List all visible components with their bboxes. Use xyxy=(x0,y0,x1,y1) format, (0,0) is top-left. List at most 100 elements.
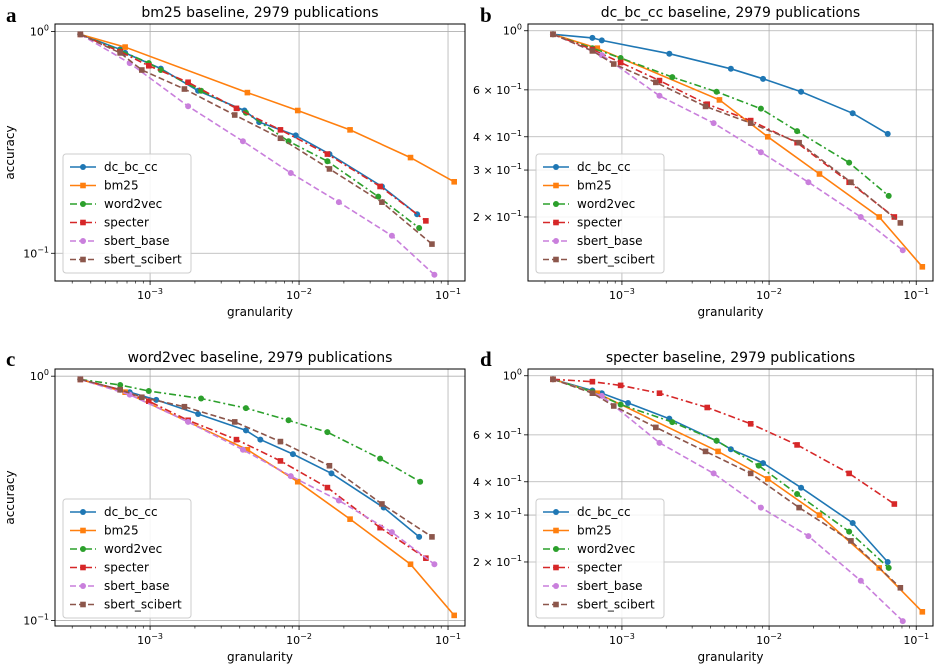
data-point-sbert-base xyxy=(598,52,605,59)
data-point-bm25 xyxy=(594,45,601,51)
panel-title: bm25 baseline, 2979 publications xyxy=(141,5,378,21)
data-point-bm25 xyxy=(294,478,301,485)
legend-label: sbert_base xyxy=(577,579,643,593)
data-point-sbert-scibert xyxy=(117,386,123,393)
data-point-sbert-scibert xyxy=(610,61,617,67)
legend-label: sbert_scibert xyxy=(104,598,182,612)
data-point-bm25 xyxy=(407,561,414,568)
data-point-sbert-scibert xyxy=(77,31,84,38)
legend-box xyxy=(535,498,665,619)
data-point-sbert-base xyxy=(757,504,764,511)
data-point-specter xyxy=(324,151,331,157)
data-point-specter xyxy=(233,436,240,443)
data-point-specter xyxy=(145,398,152,404)
series-line-sbert-base xyxy=(79,33,435,276)
series-line-specter xyxy=(79,33,427,222)
y-tick-label: 6 × 10−1 xyxy=(473,427,522,442)
legend-marker-specter xyxy=(553,219,559,226)
data-point-bm25 xyxy=(244,89,251,96)
legend-marker-sbert-base xyxy=(553,583,559,589)
data-point-word2vec xyxy=(755,462,762,469)
data-point-sbert-scibert xyxy=(610,403,617,409)
data-point-dc-bc-cc xyxy=(257,436,264,443)
data-point-bm25 xyxy=(347,516,353,522)
panel-title: word2vec baseline, 2979 publications xyxy=(128,350,393,366)
legend-marker-word2vec xyxy=(80,546,86,552)
legend-label: dc_bc_cc xyxy=(104,505,158,519)
data-point-bm25 xyxy=(244,446,251,453)
y-tick-label: 10−1 xyxy=(23,245,49,260)
legend-marker-word2vec xyxy=(553,201,559,207)
data-point-word2vec xyxy=(669,74,676,81)
x-tick-label: 10−1 xyxy=(435,632,461,647)
data-point-word2vec xyxy=(794,490,801,497)
data-point-sbert-scibert xyxy=(653,79,659,86)
data-point-sbert-base xyxy=(805,533,812,540)
data-point-sbert-base xyxy=(335,199,342,206)
panel-d: 10−3 10−2 10−1 100 6 × 10−1 4 × 10−1 3 × 10−1 2… xyxy=(473,347,934,664)
panel-letter: a xyxy=(6,3,17,27)
data-point-bm25 xyxy=(816,512,823,518)
data-point-bm25 xyxy=(919,264,926,270)
data-point-specter xyxy=(846,470,852,477)
x-tick-label: 10−3 xyxy=(609,287,635,302)
data-point-word2vec xyxy=(617,401,624,408)
plot-frame xyxy=(527,368,934,627)
data-point-bm25 xyxy=(715,448,721,455)
data-point-sbert-base xyxy=(899,247,906,254)
x-axis-label: granularity xyxy=(698,305,764,319)
data-point-dc-bc-cc xyxy=(328,470,335,477)
legend-label: bm25 xyxy=(104,524,139,538)
data-point-specter xyxy=(233,105,240,112)
legend-marker-sbert-base xyxy=(553,238,559,244)
legend-marker-dc-bc-cc xyxy=(553,509,559,515)
data-point-specter xyxy=(794,442,800,448)
data-point-dc-bc-cc xyxy=(760,460,767,467)
legend-box xyxy=(535,153,665,274)
panel-title: specter baseline, 2979 publications xyxy=(606,350,855,366)
data-point-sbert-base xyxy=(287,473,294,480)
data-point-sbert-scibert xyxy=(747,470,754,477)
panel-b: 10−3 10−2 10−1 100 6 × 10−1 4 × 10−1 3 × 10−1 2… xyxy=(473,3,934,319)
data-point-sbert-base xyxy=(431,561,438,568)
data-point-sbert-scibert xyxy=(379,199,385,205)
legend-marker-sbert-scibert xyxy=(553,601,559,608)
data-point-sbert-base xyxy=(185,103,192,110)
data-point-sbert-base xyxy=(335,497,342,504)
data-point-sbert-scibert xyxy=(702,448,709,455)
data-point-specter xyxy=(324,484,331,491)
legend-label: sbert_base xyxy=(104,579,170,593)
data-point-word2vec xyxy=(417,478,424,485)
data-point-word2vec xyxy=(117,382,124,389)
data-point-sbert-scibert xyxy=(326,462,333,469)
legend-label: dc_bc_cc xyxy=(577,160,631,174)
y-tick-label: 100 xyxy=(30,23,49,38)
data-point-word2vec xyxy=(713,88,720,95)
legend-label: word2vec xyxy=(577,542,635,556)
data-point-sbert-scibert xyxy=(897,584,904,591)
legend: dc_bc_cc bm25 word2vec specter sbert_basesbe… xyxy=(62,498,192,619)
data-point-dc-bc-cc xyxy=(242,427,249,434)
legend-marker-specter xyxy=(80,219,86,226)
data-point-word2vec xyxy=(416,225,423,232)
x-axis-label: granularity xyxy=(698,650,764,664)
data-point-specter xyxy=(145,62,152,69)
legend-marker-dc-bc-cc xyxy=(553,164,559,170)
data-point-dc-bc-cc xyxy=(849,520,856,527)
data-point-specter xyxy=(277,458,284,464)
data-point-dc-bc-cc xyxy=(798,88,805,95)
legend-marker-specter xyxy=(553,564,559,571)
series-group xyxy=(77,31,457,278)
plot-frame xyxy=(54,368,466,627)
data-point-sbert-scibert xyxy=(653,424,659,431)
data-point-word2vec xyxy=(617,55,624,62)
data-point-word2vec xyxy=(794,128,801,135)
y-tick-label: 2 × 10−1 xyxy=(473,554,522,569)
data-point-word2vec xyxy=(145,387,152,394)
plot-frame xyxy=(527,23,934,282)
data-point-sbert-scibert xyxy=(550,31,556,38)
data-point-specter xyxy=(617,59,624,66)
data-point-sbert-scibert xyxy=(277,135,284,142)
legend: dc_bc_cc bm25 word2vec specter sbert_basesbe… xyxy=(535,498,665,619)
data-point-sbert-scibert xyxy=(848,538,854,544)
